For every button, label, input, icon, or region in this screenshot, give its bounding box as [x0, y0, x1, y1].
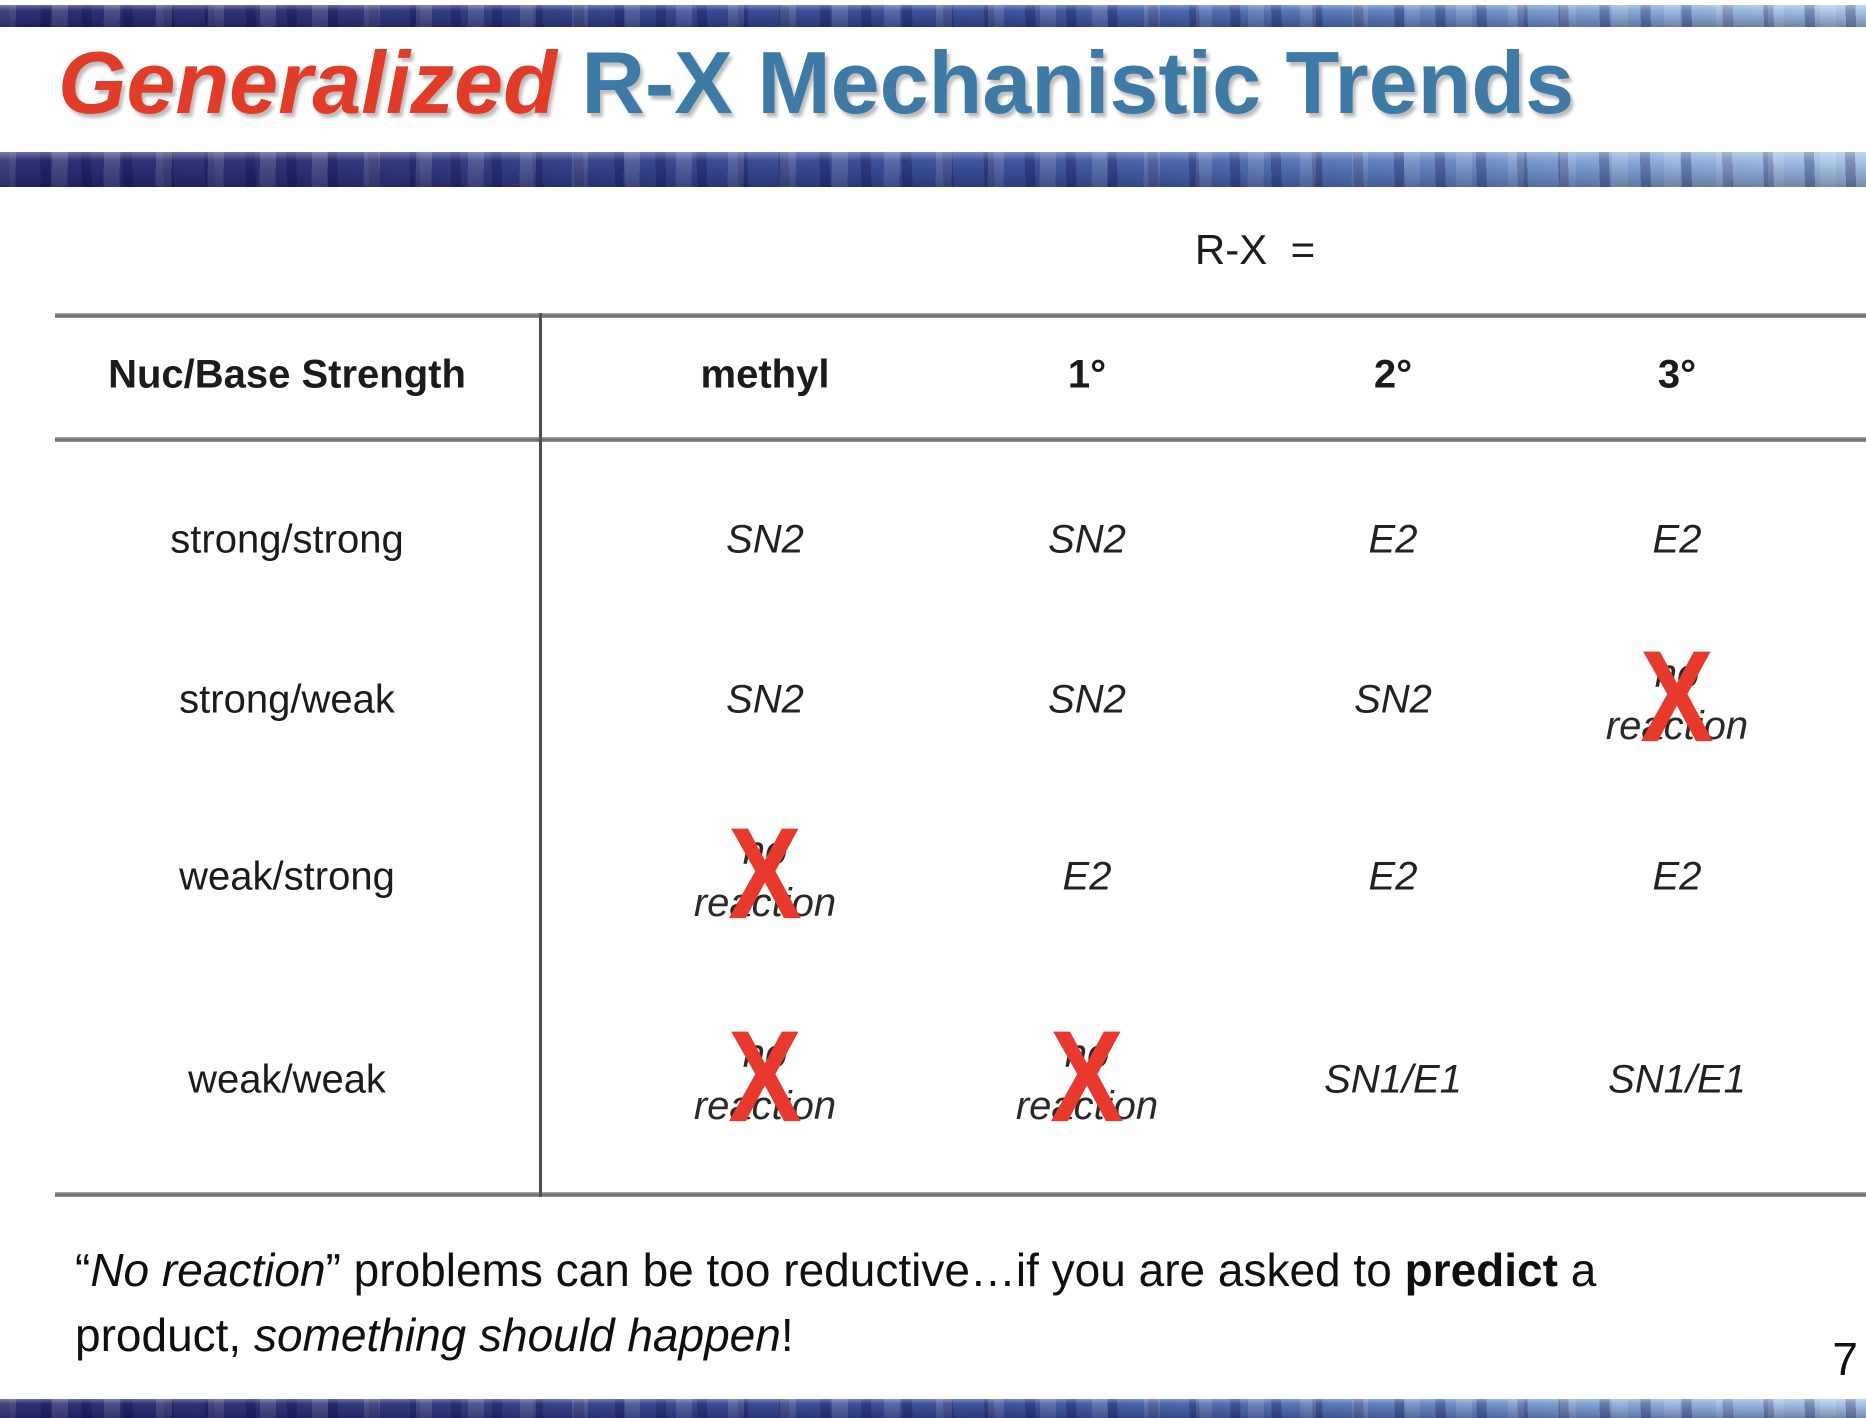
table-divider-vertical — [539, 313, 542, 1197]
no-reaction-text: reaction — [693, 1084, 837, 1128]
cell-e2: E2 — [1062, 854, 1112, 899]
cell-no-reaction: no reaction X — [693, 1011, 837, 1141]
caption: “No reaction” problems can be too reduct… — [75, 1238, 1845, 1368]
column-header-1: 1° — [1067, 352, 1107, 397]
caption-segment: predict — [1404, 1244, 1558, 1296]
row-label-strong-strong: strong/strong — [170, 517, 404, 562]
no-reaction-text: no — [1064, 1032, 1110, 1076]
column-header-2: 2° — [1373, 352, 1413, 397]
cell-no-reaction: no reaction X — [1015, 1011, 1159, 1141]
no-reaction-text: reaction — [1015, 1084, 1159, 1128]
cell-no-reaction: no reaction X — [1605, 631, 1749, 761]
row-label-strong-weak: strong/weak — [179, 677, 395, 722]
cell-sn2: SN2 — [1048, 517, 1126, 562]
caption-line-2: product, something should happen! — [75, 1303, 1845, 1368]
no-reaction-text: no — [1654, 652, 1700, 696]
caption-segment: something should happen — [254, 1309, 781, 1361]
cell-e2: E2 — [1652, 517, 1702, 562]
cell-sn1-e1: SN1/E1 — [1608, 1057, 1746, 1102]
no-reaction-x-icon: X — [1050, 1003, 1124, 1150]
table-rule-header — [55, 437, 1866, 442]
cell-e2: E2 — [1652, 854, 1702, 899]
cell-e2: E2 — [1368, 517, 1418, 562]
no-reaction-text: no — [742, 829, 788, 873]
cell-sn2: SN2 — [1048, 677, 1126, 722]
table-rule-bottom — [55, 1192, 1866, 1197]
page-title: Generalized R-X Mechanistic Trends — [58, 28, 1848, 138]
cell-sn1-e1: SN1/E1 — [1324, 1057, 1462, 1102]
cell-sn2: SN2 — [1354, 677, 1432, 722]
cell-no-reaction: no reaction X — [693, 808, 837, 938]
cell-e2: E2 — [1368, 854, 1418, 899]
no-reaction-x-icon: X — [1640, 623, 1714, 770]
corner-header: Nuc/Base Strength — [108, 352, 466, 397]
row-label-weak-weak: weak/weak — [188, 1057, 386, 1102]
cell-sn2: SN2 — [726, 517, 804, 562]
no-reaction-x-icon: X — [728, 800, 802, 947]
rx-equals-label: R-X = — [1194, 226, 1316, 273]
cell-sn2: SN2 — [726, 677, 804, 722]
caption-segment: ! — [780, 1309, 794, 1361]
row-label-weak-strong: weak/strong — [179, 854, 395, 899]
water-band-bottom — [0, 1399, 1866, 1418]
water-band-under-title — [0, 152, 1866, 187]
caption-segment: a — [1557, 1244, 1597, 1296]
no-reaction-x-icon: X — [728, 1003, 802, 1150]
caption-segment: No reaction — [90, 1244, 326, 1296]
page-number: 7 — [1832, 1333, 1858, 1385]
title-word-generalized: Generalized — [58, 33, 582, 132]
title-rest: R-X Mechanistic Trends — [581, 33, 1575, 132]
column-header-3: 3° — [1657, 352, 1697, 397]
caption-segment: product, — [75, 1309, 254, 1361]
water-band-top — [0, 5, 1866, 27]
caption-segment: “ — [75, 1244, 91, 1296]
caption-segment: ” problems can be too reductive…if you a… — [325, 1244, 1405, 1296]
no-reaction-text: no — [742, 1032, 788, 1076]
table-rule-top — [55, 313, 1866, 318]
column-header-methyl: methyl — [700, 352, 830, 397]
caption-line-1: “No reaction” problems can be too reduct… — [75, 1238, 1845, 1303]
no-reaction-text: reaction — [1605, 704, 1749, 748]
no-reaction-text: reaction — [693, 881, 837, 925]
mechanism-table: Nuc/Base Strength methyl 1° 2° 3° strong/stro… — [55, 313, 1866, 1197]
